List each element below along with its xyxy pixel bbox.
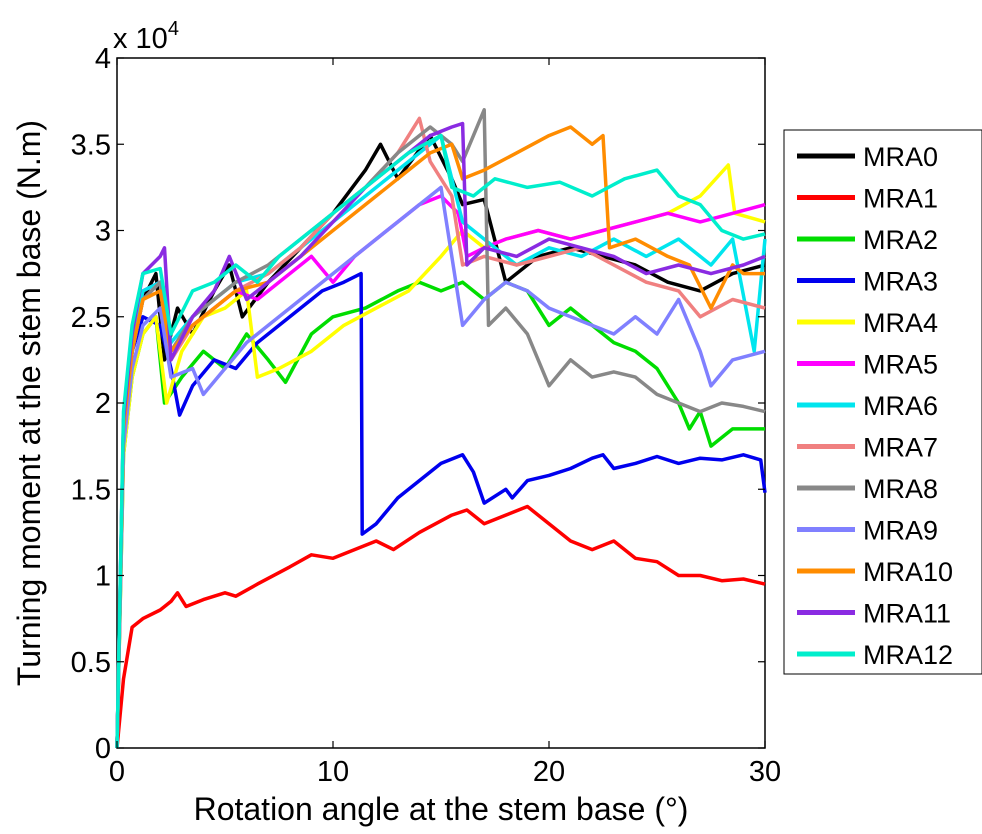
legend-label-mra2: MRA2 <box>863 225 938 255</box>
x-tick-label: 30 <box>749 756 781 788</box>
y-axis-multiplier-exponent: 4 <box>168 18 179 40</box>
y-tick-label: 1 <box>95 561 111 593</box>
legend-label-mra7: MRA7 <box>863 433 938 463</box>
legend-label-mra5: MRA5 <box>863 350 938 380</box>
y-tick-label: 1.5 <box>71 474 111 506</box>
legend-label-mra0: MRA0 <box>863 142 938 172</box>
plot-area <box>116 57 766 749</box>
legend-label-mra1: MRA1 <box>863 184 938 214</box>
y-tick-label: 0.5 <box>71 647 111 679</box>
legend-label-mra10: MRA10 <box>863 557 953 587</box>
series-line-mra0 <box>115 133 766 749</box>
series-line-mra2 <box>115 280 765 749</box>
legend-label-mra12: MRA12 <box>863 640 953 670</box>
series-layer <box>115 108 767 749</box>
series-line-mra9 <box>115 185 766 749</box>
x-tick-label: 0 <box>109 756 125 788</box>
x-tick-label: 20 <box>533 756 565 788</box>
legend-label-mra8: MRA8 <box>863 474 938 504</box>
y-tick-label: 0 <box>95 733 111 765</box>
series-line-mra12 <box>115 133 766 749</box>
legend-items: MRA0 MRA1 MRA2 MRA3 MRA4 MRA5 MRA6 MRA7 MRA8 MRA9… <box>797 142 953 670</box>
x-tick-label: 10 <box>317 756 349 788</box>
y-tick-label: 3.5 <box>71 129 111 161</box>
legend: MRA0 MRA1 MRA2 MRA3 MRA4 MRA5 MRA6 MRA7 MRA8 MRA9… <box>783 129 982 675</box>
y-tick-label: 3 <box>95 216 111 248</box>
series-line-mra3 <box>115 271 767 749</box>
y-axis-label: Turning moment at the stem base (N.m) <box>11 120 47 686</box>
x-axis-label: Rotation angle at the stem base (°) <box>194 791 689 827</box>
legend-label-mra6: MRA6 <box>863 391 938 421</box>
ticks-layer: 0 10 20 30 0 0.5 1 1.5 2 2.5 3 3.5 4 <box>71 43 781 788</box>
legend-label-mra4: MRA4 <box>863 308 938 338</box>
series-line-mra1 <box>115 504 766 749</box>
legend-label-mra11: MRA11 <box>863 599 951 629</box>
y-tick-label: 2.5 <box>71 302 111 334</box>
y-tick-label: 2 <box>95 388 111 420</box>
y-tick-label: 4 <box>95 43 111 75</box>
legend-box <box>783 129 982 675</box>
legend-label-mra9: MRA9 <box>863 516 938 546</box>
legend-label-mra3: MRA3 <box>863 267 938 297</box>
y-axis-multiplier: x 104 <box>113 18 179 55</box>
